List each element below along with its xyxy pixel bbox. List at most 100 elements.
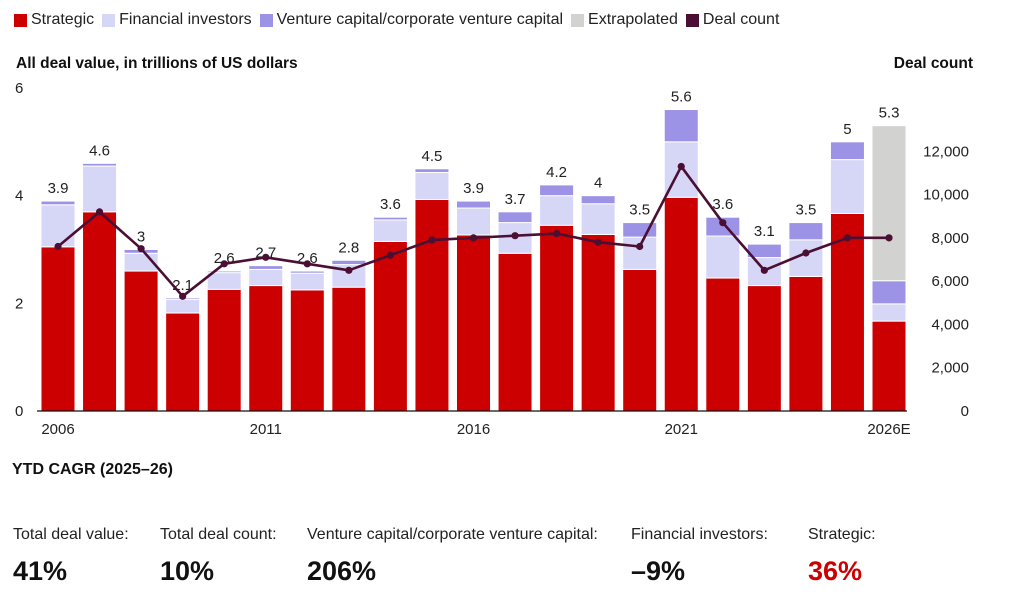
deal-count-point-2007 [95, 208, 104, 216]
y2-tick-label-0: 0 [961, 403, 969, 420]
bar-financial-investors-2014 [372, 219, 408, 242]
right-axis-title: Deal count [893, 55, 973, 72]
bar-strategic-2025 [829, 212, 865, 412]
y-tick-label-0: 0 [15, 403, 23, 420]
deal-count-point-2026E [885, 234, 893, 242]
deal-count-point-2020 [636, 242, 644, 251]
bar-strategic-2008 [123, 270, 159, 412]
deal-count-point-2025 [843, 234, 852, 242]
bar-financial-investors-2025 [829, 159, 865, 214]
x-tick-label-2026E: 2026E [867, 421, 910, 438]
bar-venture-capital-corporate-venture-capital-2013 [331, 259, 367, 266]
legend-swatch-venture [259, 13, 273, 27]
bar-strategic-2015 [414, 198, 450, 412]
bar-financial-investors-2016 [456, 207, 491, 236]
bar-strategic-2024 [788, 275, 824, 412]
deal-count-point-2014 [386, 251, 394, 259]
x-tick-label-2006: 2006 [41, 421, 74, 438]
total-label-2020: 3.5 [629, 202, 650, 219]
legend-item-deal-count: Deal count [685, 11, 780, 29]
bar-strategic-2013 [331, 286, 367, 412]
deal-count-point-2016 [469, 234, 478, 242]
bar-venture-capital-corporate-venture-capital-2010 [206, 270, 242, 274]
stat-value: 36% [808, 556, 863, 586]
deal-count-point-2019 [594, 238, 602, 246]
total-label-2024: 3.5 [795, 202, 816, 219]
y2-tick-label-2: 4,000 [931, 316, 969, 333]
legend-label-deal-count: Deal count [702, 11, 780, 28]
deal-count-point-2008 [137, 245, 145, 253]
total-label-2013: 2.8 [338, 239, 359, 256]
bar-venture-capital-corporate-venture-capital-2026E [871, 280, 907, 305]
legend-item-financial: Financial investors [102, 11, 252, 29]
bar-venture-capital-corporate-venture-capital-2006 [40, 200, 76, 206]
bar-strategic-2014 [372, 240, 408, 412]
stat-financial-investors: Financial investors: –9% [631, 526, 768, 587]
total-label-2007: 4.6 [89, 142, 110, 159]
total-label-2015: 4.5 [422, 148, 443, 165]
total-label-2016: 3.9 [463, 180, 484, 197]
deal-count-point-2021 [677, 162, 685, 171]
bar-strategic-2026E [871, 320, 907, 412]
deal-count-point-2024 [802, 249, 810, 257]
deal-count-point-2022 [719, 219, 727, 227]
deal-count-point-2023 [760, 266, 768, 274]
bar-financial-investors-2009 [165, 299, 201, 314]
deal-count-point-2013 [345, 266, 353, 274]
bar-venture-capital-corporate-venture-capital-2015 [414, 168, 450, 174]
deal-count-point-2006 [54, 242, 62, 251]
bar-strategic-2018 [539, 224, 575, 412]
bar-financial-investors-2012 [289, 272, 325, 291]
stat-label: Venture capital/corporate venture capita… [307, 526, 598, 543]
bar-extrapolated-2026E [871, 125, 907, 282]
bar-strategic-2010 [206, 288, 242, 412]
bar-strategic-2006 [40, 246, 76, 412]
legend-item-extrapolated: Extrapolated [571, 11, 678, 29]
stat-value: 41% [13, 556, 68, 586]
total-label-2017: 3.7 [505, 191, 526, 208]
left-axis-title: All deal value, in trillions of US dolla… [16, 55, 298, 72]
bar-venture-capital-corporate-venture-capital-2011 [248, 265, 284, 270]
bar-strategic-2009 [165, 312, 201, 412]
bar-venture-capital-corporate-venture-capital-2016 [456, 200, 491, 209]
stat-value: 206% [307, 556, 377, 586]
total-label-2026E: 5.3 [879, 105, 900, 122]
x-tick-label-2016: 2016 [457, 421, 490, 438]
legend-label-extrapolated: Extrapolated [588, 11, 678, 28]
legend-label-strategic: Strategic [31, 11, 95, 28]
deal-count-point-2017 [511, 232, 519, 240]
y-tick-label-4: 4 [15, 188, 23, 205]
total-label-2019: 4 [594, 175, 602, 192]
bar-venture-capital-corporate-venture-capital-2014 [372, 216, 408, 221]
deal-count-point-2012 [303, 260, 311, 268]
deal-count-point-2009 [179, 292, 187, 300]
stat-label: Strategic: [808, 526, 876, 543]
bar-financial-investors-2015 [414, 172, 450, 200]
bar-venture-capital-corporate-venture-capital-2025 [829, 141, 865, 161]
bar-financial-investors-2022 [705, 235, 741, 279]
stat-value: 10% [160, 556, 215, 586]
deal-count-point-2015 [428, 236, 436, 244]
legend-item-venture: Venture capital/corporate venture capita… [259, 11, 563, 29]
stat-total-deal-value: Total deal value: 41% [13, 526, 129, 587]
stat-total-deal-count: Total deal count: 10% [160, 526, 277, 587]
legend-swatch-strategic [14, 13, 27, 27]
stat-value: –9% [631, 556, 686, 586]
bar-venture-capital-corporate-venture-capital-2021 [663, 109, 699, 143]
legend-item-strategic: Strategic [14, 11, 94, 29]
bar-venture-capital-corporate-venture-capital-2012 [289, 270, 325, 274]
stat-venture-capital: Venture capital/corporate venture capita… [307, 526, 598, 587]
bar-financial-investors-2019 [580, 203, 616, 235]
deal-count-point-2010 [220, 260, 228, 268]
bar-venture-capital-corporate-venture-capital-2018 [539, 184, 575, 197]
y2-tick-label-1: 2,000 [931, 360, 969, 377]
y2-tick-label-4: 8,000 [931, 230, 969, 247]
total-label-2014: 3.6 [380, 196, 401, 213]
y-tick-label-6: 6 [15, 80, 23, 97]
deal-value-chart: 3.94.632.12.6 2.7 2.62.83.64.53.93.74.243.… [15, 80, 969, 438]
bar-strategic-2019 [580, 233, 616, 412]
bar-strategic-2007 [82, 211, 118, 412]
total-label-2021: 5.6 [671, 89, 692, 106]
bar-financial-investors-2020 [622, 236, 658, 270]
legend-swatch-financial [102, 13, 116, 27]
